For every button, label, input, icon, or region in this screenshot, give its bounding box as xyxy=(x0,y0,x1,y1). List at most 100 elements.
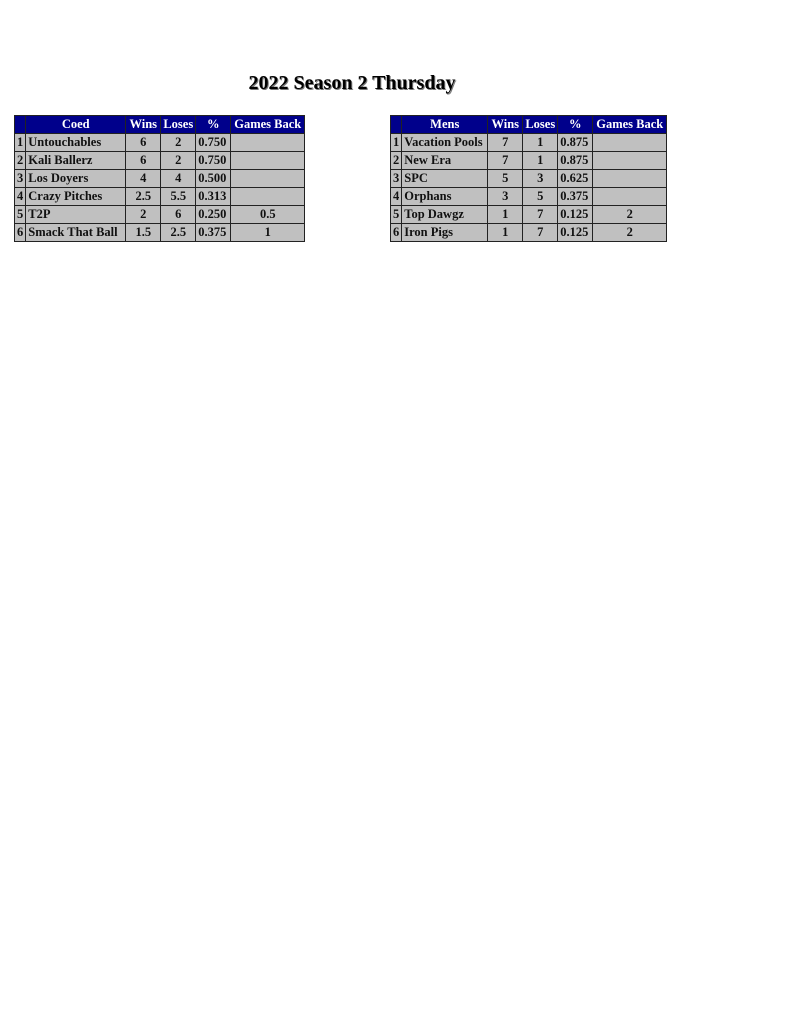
games-back-cell xyxy=(230,187,306,206)
table-row: 4 Crazy Pitches 2.5 5.5 0.313 xyxy=(13,187,306,206)
table-row: 4 Orphans 3 5 0.375 xyxy=(389,187,668,206)
team-cell: Crazy Pitches xyxy=(25,187,127,206)
page-title: 2022 Season 2 Thursday xyxy=(248,72,456,94)
loses-cell: 7 xyxy=(522,205,559,224)
column-header-loses: Loses xyxy=(160,115,197,134)
rank-cell: 6 xyxy=(389,223,403,242)
rank-cell: 2 xyxy=(389,151,403,170)
rank-cell: 1 xyxy=(13,133,27,152)
column-header-pct: % xyxy=(557,115,594,134)
pct-cell: 0.250 xyxy=(195,205,232,224)
table-row: 5 Top Dawgz 1 7 0.125 2 xyxy=(389,205,668,224)
wins-cell: 1 xyxy=(487,205,524,224)
wins-cell: 5 xyxy=(487,169,524,188)
header-row: Coed Wins Loses% Games Back xyxy=(13,115,306,134)
table-row: 1 Untouchables 6 2 0.750 xyxy=(13,133,306,152)
column-header-rank xyxy=(13,115,27,134)
loses-cell: 7 xyxy=(522,223,559,242)
games-back-cell xyxy=(592,169,668,188)
loses-cell: 2.5 xyxy=(160,223,197,242)
column-header-team: Mens xyxy=(401,115,489,134)
team-cell: SPC xyxy=(401,169,489,188)
table-row: 6 Smack That Ball 1.5 2.5 0.375 1 xyxy=(13,223,306,242)
table-row: 1 Vacation Pools 7 1 0.875 xyxy=(389,133,668,152)
pct-cell: 0.125 xyxy=(557,205,594,224)
loses-cell: 6 xyxy=(160,205,197,224)
wins-cell: 3 xyxy=(487,187,524,206)
team-cell: T2P xyxy=(25,205,127,224)
rank-cell: 5 xyxy=(389,205,403,224)
games-back-cell: 0.5 xyxy=(230,205,306,224)
rank-cell: 4 xyxy=(389,187,403,206)
column-header-rank xyxy=(389,115,403,134)
team-cell: Top Dawgz xyxy=(401,205,489,224)
pct-cell: 0.625 xyxy=(557,169,594,188)
column-header-wins: Wins xyxy=(487,115,524,134)
header-row: Mens Wins Loses% Games Back xyxy=(389,115,668,134)
loses-cell: 2 xyxy=(160,151,197,170)
loses-cell: 3 xyxy=(522,169,559,188)
column-header-pct: % xyxy=(195,115,232,134)
column-header-team: Coed xyxy=(25,115,127,134)
loses-cell: 5.5 xyxy=(160,187,197,206)
pct-cell: 0.750 xyxy=(195,133,232,152)
rank-cell: 1 xyxy=(389,133,403,152)
games-back-cell: 1 xyxy=(230,223,306,242)
column-header-games-back: Games Back xyxy=(230,115,306,134)
loses-cell: 5 xyxy=(522,187,559,206)
wins-cell: 7 xyxy=(487,151,524,170)
games-back-cell xyxy=(230,133,306,152)
team-cell: Smack That Ball xyxy=(25,223,127,242)
pct-cell: 0.375 xyxy=(195,223,232,242)
wins-cell: 6 xyxy=(125,151,162,170)
column-header-games-back: Games Back xyxy=(592,115,668,134)
team-cell: Vacation Pools xyxy=(401,133,489,152)
rank-cell: 3 xyxy=(389,169,403,188)
table-row: 6 Iron Pigs 1 7 0.125 2 xyxy=(389,223,668,242)
pct-cell: 0.125 xyxy=(557,223,594,242)
loses-cell: 2 xyxy=(160,133,197,152)
wins-cell: 4 xyxy=(125,169,162,188)
table-row: 2 Kali Ballerz 6 2 0.750 xyxy=(13,151,306,170)
table-row: 3 Los Doyers 4 4 0.500 xyxy=(13,169,306,188)
rank-cell: 2 xyxy=(13,151,27,170)
loses-cell: 1 xyxy=(522,133,559,152)
games-back-cell: 2 xyxy=(592,223,668,242)
pct-cell: 0.875 xyxy=(557,133,594,152)
pct-cell: 0.750 xyxy=(195,151,232,170)
team-cell: Orphans xyxy=(401,187,489,206)
wins-cell: 2 xyxy=(125,205,162,224)
rank-cell: 5 xyxy=(13,205,27,224)
team-cell: New Era xyxy=(401,151,489,170)
table-row: 5 T2P 2 6 0.250 0.5 xyxy=(13,205,306,224)
loses-cell: 4 xyxy=(160,169,197,188)
pct-cell: 0.500 xyxy=(195,169,232,188)
games-back-cell: 2 xyxy=(592,205,668,224)
team-cell: Los Doyers xyxy=(25,169,127,188)
team-cell: Untouchables xyxy=(25,133,127,152)
team-cell: Iron Pigs xyxy=(401,223,489,242)
column-header-wins: Wins xyxy=(125,115,162,134)
rank-cell: 3 xyxy=(13,169,27,188)
coed-standings-table: Coed Wins Loses% Games Back 1 Untouchables 6 2… xyxy=(13,115,306,242)
wins-cell: 6 xyxy=(125,133,162,152)
pct-cell: 0.375 xyxy=(557,187,594,206)
table-row: 3 SPC 5 3 0.625 xyxy=(389,169,668,188)
wins-cell: 2.5 xyxy=(125,187,162,206)
games-back-cell xyxy=(592,187,668,206)
wins-cell: 7 xyxy=(487,133,524,152)
games-back-cell xyxy=(592,133,668,152)
table-row: 2 New Era 7 1 0.875 xyxy=(389,151,668,170)
loses-cell: 1 xyxy=(522,151,559,170)
games-back-cell xyxy=(592,151,668,170)
pct-cell: 0.313 xyxy=(195,187,232,206)
wins-cell: 1.5 xyxy=(125,223,162,242)
mens-standings-table: Mens Wins Loses% Games Back 1 Vacation Pools… xyxy=(389,115,668,242)
rank-cell: 6 xyxy=(13,223,27,242)
games-back-cell xyxy=(230,151,306,170)
wins-cell: 1 xyxy=(487,223,524,242)
column-header-loses: Loses xyxy=(522,115,559,134)
rank-cell: 4 xyxy=(13,187,27,206)
games-back-cell xyxy=(230,169,306,188)
team-cell: Kali Ballerz xyxy=(25,151,127,170)
